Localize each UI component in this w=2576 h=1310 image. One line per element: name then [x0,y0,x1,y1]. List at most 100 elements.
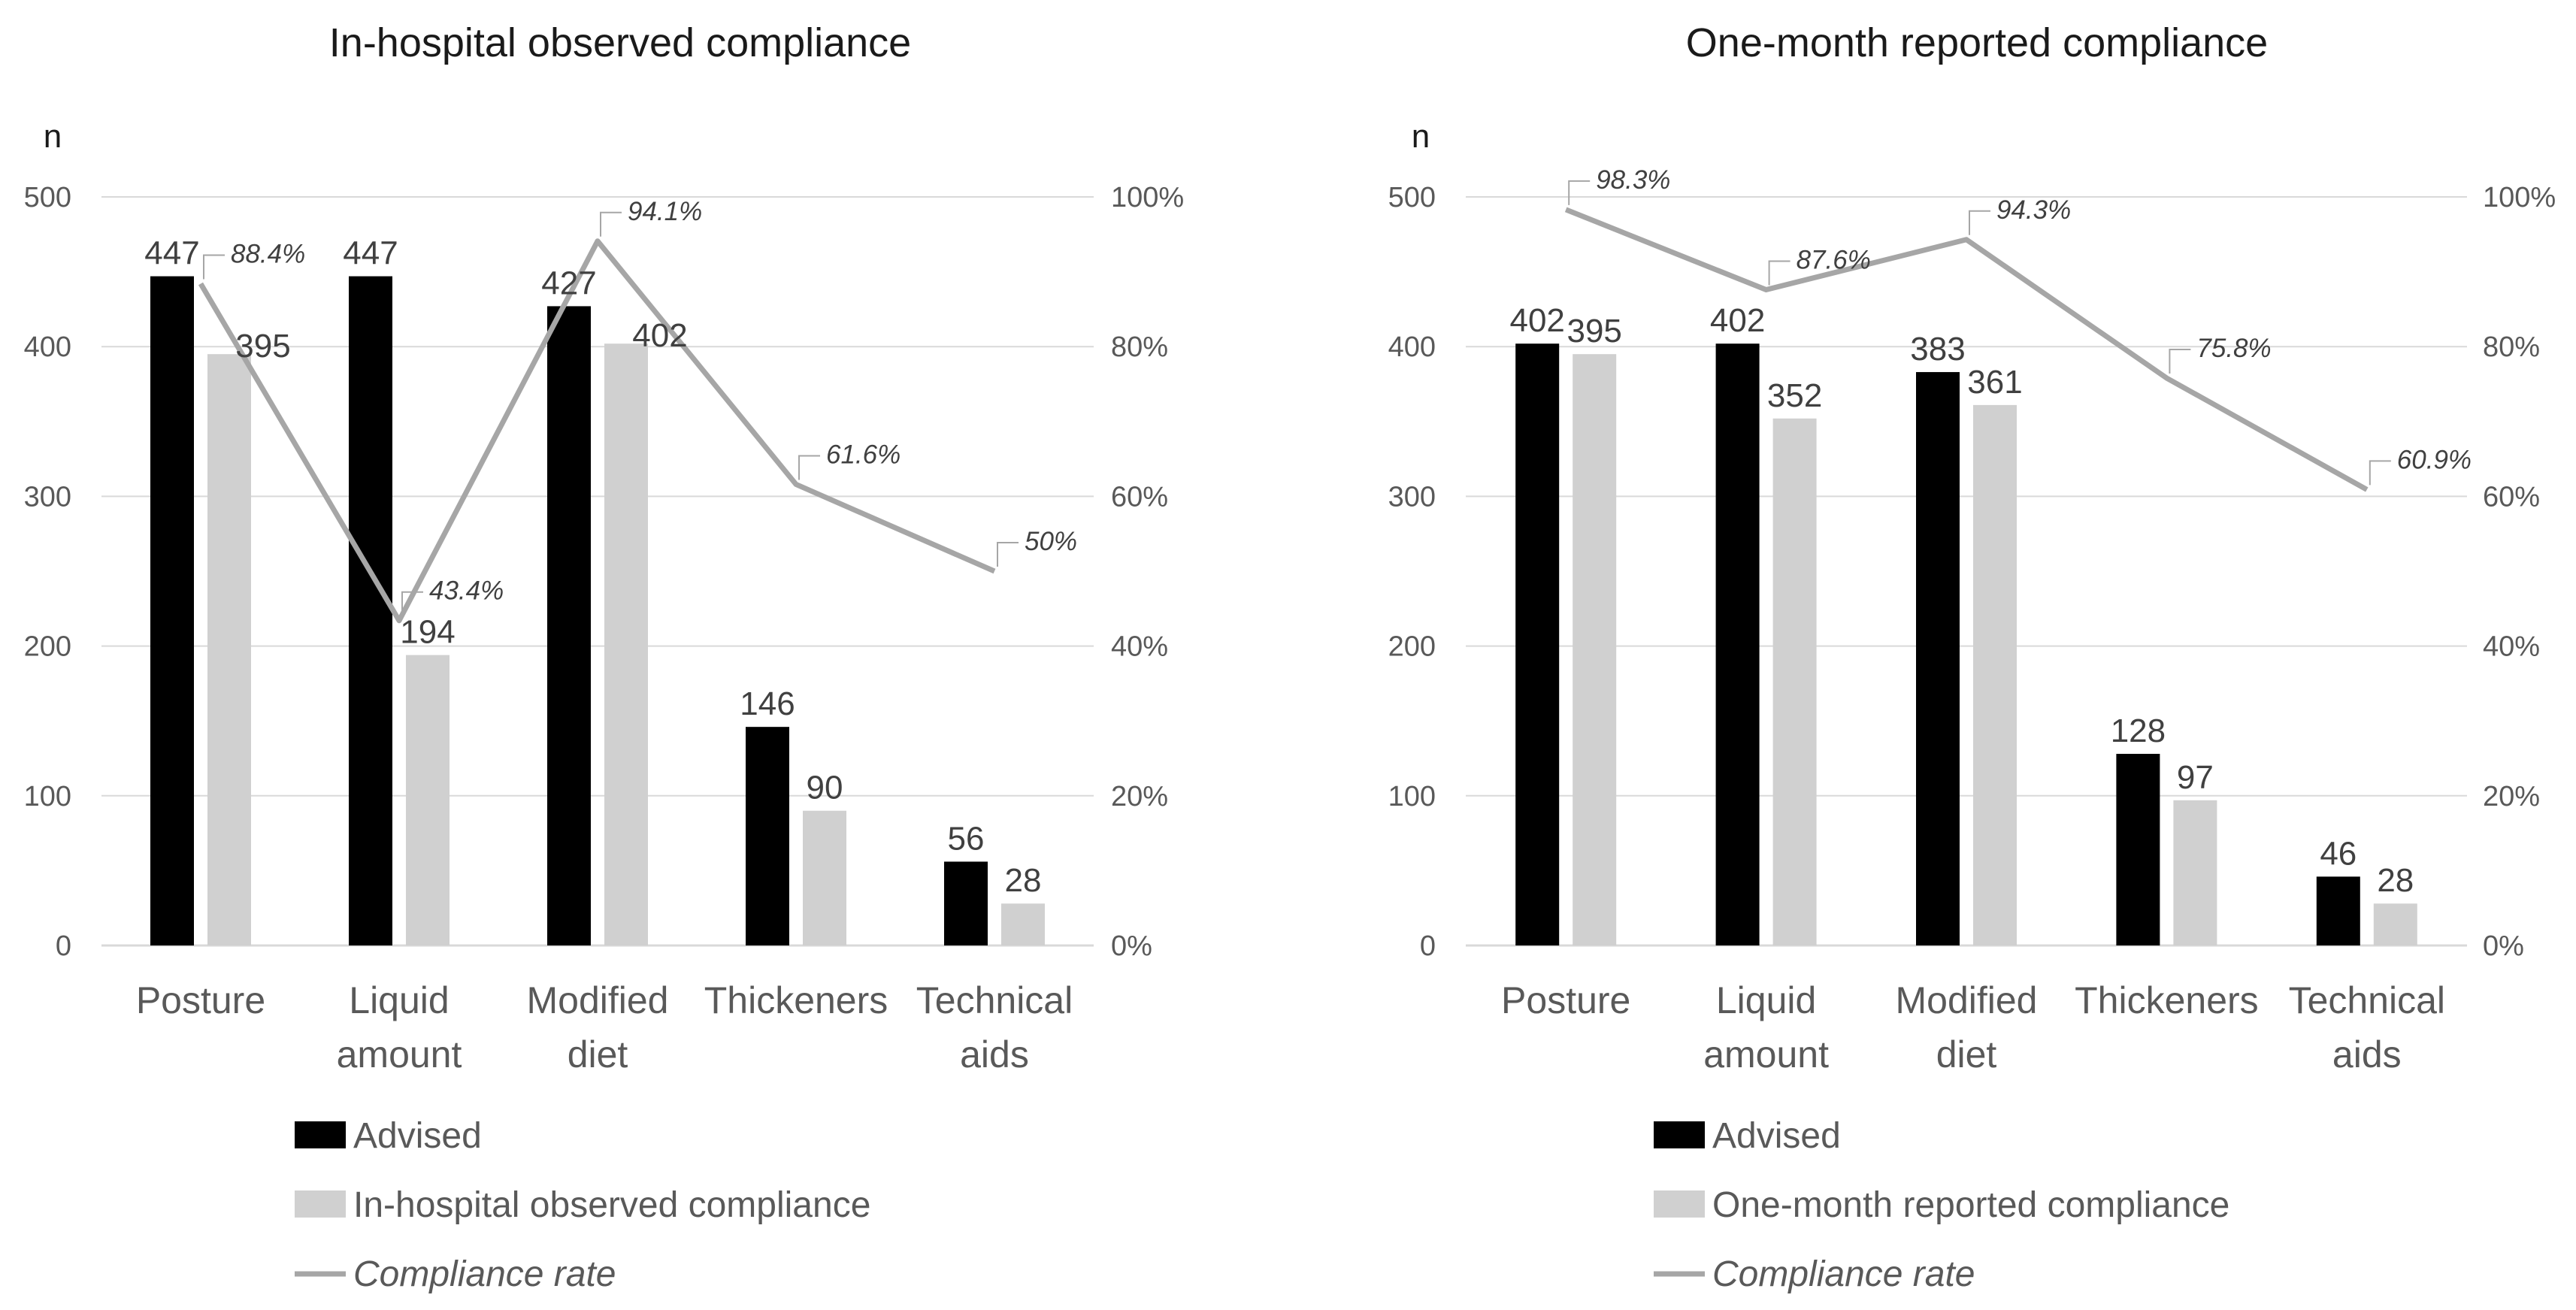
y2-tick-label: 20% [2483,781,2540,812]
data-label-advised: 402 [1710,302,1765,339]
y2-tick-label: 60% [2483,481,2540,513]
x-tick-label: Technical [2289,979,2445,1021]
x-tick-label: Thickeners [2075,979,2259,1021]
bar-compliance [1573,354,1617,945]
data-label-advised: 128 [2111,712,2166,749]
y-tick-label: 100 [1388,781,1436,812]
x-tick-label: Modified [527,979,669,1021]
legend-label-rate: Compliance rate [1712,1254,1975,1294]
x-tick-label: Thickeners [704,979,888,1021]
data-label-rate: 98.3% [1596,165,1670,195]
legend-swatch-advised [295,1121,346,1148]
chart-title: In-hospital observed compliance [329,20,911,65]
data-label-compliance: 194 [400,614,455,651]
bar-compliance [604,343,648,945]
data-label-compliance: 97 [2177,759,2214,796]
legend-label-compliance: One-month reported compliance [1712,1185,2229,1225]
bar-compliance [207,354,251,945]
data-label-compliance: 402 [632,317,687,354]
y2-tick-label: 60% [1111,481,1168,513]
bar-advised [1715,343,1760,945]
rate-label-leader [997,542,1019,567]
bar-compliance [1001,903,1045,945]
data-label-advised: 447 [144,235,199,272]
legend-swatch-compliance [1654,1190,1705,1218]
data-label-rate: 87.6% [1797,246,1871,275]
legend-swatch-advised [1654,1121,1705,1148]
x-tick-label: aids [2332,1033,2402,1076]
data-label-advised: 383 [1910,331,1965,368]
chart-title: One-month reported compliance [1686,20,2268,65]
rate-label-leader [203,254,225,280]
y-tick-label: 100 [24,781,71,812]
rate-label-leader [2169,349,2191,374]
rate-label-leader [1568,180,1591,205]
data-label-advised: 402 [1509,302,1564,339]
data-label-rate: 43.4% [429,576,504,606]
legend-swatch-compliance [295,1190,346,1218]
data-label-rate: 94.1% [628,197,702,226]
bar-advised [2316,876,2360,945]
y2-tick-label: 40% [2483,631,2540,663]
rate-label-leader [1969,210,1990,235]
y-tick-label: 0 [1420,930,1436,962]
y-axis-label: n [1412,118,1430,155]
x-tick-label: Liquid [349,979,449,1021]
legend-label-advised: Advised [353,1116,482,1156]
bar-compliance [2173,800,2217,945]
bar-compliance [406,655,450,945]
y-tick-label: 200 [1388,631,1436,663]
y2-tick-label: 100% [2483,182,2556,213]
x-tick-label: Technical [916,979,1073,1021]
x-tick-label: diet [1936,1033,1997,1076]
x-tick-label: Posture [1501,979,1630,1021]
rate-label-leader [798,455,820,480]
rate-label-leader [600,211,622,237]
y-tick-label: 200 [24,631,71,663]
bar-advised [1515,343,1560,945]
data-label-compliance: 361 [1967,364,2022,401]
y-tick-label: 500 [24,182,71,213]
rate-label-leader [2369,460,2391,486]
bar-advised [349,276,392,945]
x-tick-label: amount [1703,1033,1829,1076]
bar-advised [547,306,591,945]
compliance-rate-line [1564,207,2369,492]
data-label-compliance: 28 [2377,862,2414,899]
y2-tick-label: 100% [1111,182,1184,213]
legend-label-advised: Advised [1712,1116,1841,1156]
legend-label-compliance: In-hospital observed compliance [353,1185,870,1225]
y-tick-label: 400 [1388,331,1436,363]
bar-compliance [2373,903,2417,945]
y-tick-label: 500 [1388,182,1436,213]
bar-compliance [803,810,846,945]
data-label-advised: 46 [2320,835,2357,872]
bar-advised [746,727,789,945]
legend-label-rate: Compliance rate [353,1254,616,1294]
bar-advised [2116,754,2160,945]
rate-label-leader [1768,260,1790,286]
data-label-rate: 88.4% [231,240,305,269]
data-label-rate: 94.3% [1996,195,2071,225]
y2-tick-label: 80% [2483,331,2540,363]
data-label-rate: 50% [1025,527,1077,556]
data-label-compliance: 395 [1566,313,1621,349]
data-label-advised: 447 [343,235,398,272]
y2-tick-label: 20% [1111,781,1168,812]
data-label-compliance: 90 [807,770,843,806]
data-label-rate: 60.9% [2397,445,2472,474]
bar-compliance [1772,418,1817,945]
data-label-rate: 61.6% [826,440,901,469]
y-tick-label: 300 [24,481,71,513]
data-label-rate: 75.8% [2196,334,2271,363]
bar-advised [944,861,988,945]
y2-tick-label: 0% [1111,930,1152,962]
x-tick-label: amount [337,1033,462,1076]
data-label-advised: 146 [740,685,795,722]
y2-tick-label: 80% [1111,331,1168,363]
data-label-compliance: 352 [1767,377,1822,414]
y-axis-label: n [44,118,62,155]
data-label-advised: 427 [541,265,596,301]
